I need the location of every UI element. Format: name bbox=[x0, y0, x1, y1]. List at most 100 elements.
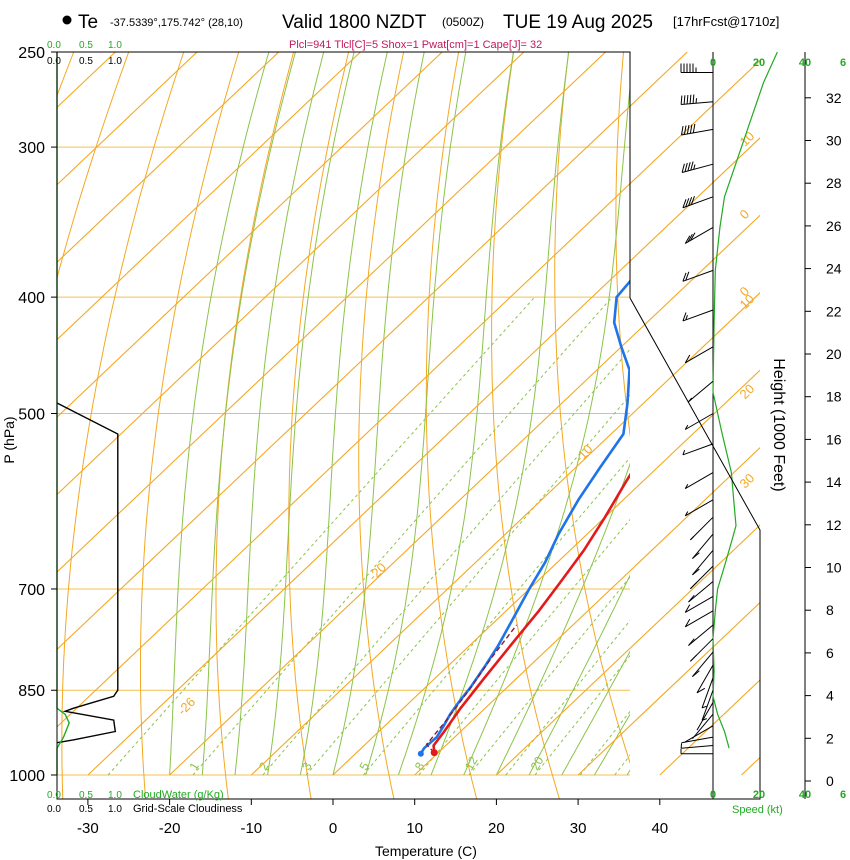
isotherm-label: 0 bbox=[737, 206, 753, 222]
height-tick-label: 14 bbox=[826, 474, 842, 490]
station-marker bbox=[62, 15, 72, 25]
dry-adiabat bbox=[288, 52, 350, 799]
isotherm bbox=[169, 214, 760, 776]
height-tick-label: 28 bbox=[826, 175, 842, 191]
wind-barb bbox=[681, 161, 714, 173]
isotherm bbox=[57, 52, 361, 341]
zulu-time: (0500Z) bbox=[442, 15, 484, 29]
speed-tick-top: 40 bbox=[799, 57, 811, 69]
wind-speed-line bbox=[712, 51, 778, 749]
barb-half bbox=[685, 315, 688, 321]
barb-staff bbox=[681, 101, 714, 105]
sounding-series bbox=[417, 279, 630, 757]
barb-flag bbox=[684, 618, 691, 628]
mixing-ratio-line bbox=[262, 348, 630, 776]
barb-staff bbox=[681, 736, 714, 744]
x-tick-label: -10 bbox=[240, 820, 262, 837]
barb-half bbox=[688, 397, 693, 403]
x-tick-label: 40 bbox=[651, 820, 668, 837]
barb-half bbox=[701, 705, 707, 709]
wind-barb bbox=[682, 443, 714, 456]
moist-adiabat bbox=[299, 52, 388, 776]
wind-barb bbox=[688, 581, 714, 603]
barb-staff bbox=[681, 163, 714, 173]
dry-adiabat bbox=[57, 52, 130, 280]
mixing-ratio-label: 1 bbox=[186, 760, 202, 773]
dry-adiabat bbox=[358, 52, 405, 799]
barb-staff bbox=[688, 624, 714, 646]
barb-staff bbox=[692, 550, 714, 576]
barb-flag bbox=[689, 94, 692, 104]
dry-adiabat bbox=[61, 52, 185, 799]
dry-adiabat bbox=[491, 52, 560, 799]
cloudiness-line bbox=[56, 402, 119, 744]
barb-staff bbox=[696, 664, 714, 694]
wind-panel bbox=[680, 51, 778, 799]
height-tick-label: 4 bbox=[826, 688, 834, 704]
dewpoint-line bbox=[419, 279, 630, 755]
wind-barb bbox=[684, 227, 714, 244]
dry-adiabat bbox=[615, 52, 630, 438]
plot-frame bbox=[56, 51, 761, 800]
isotherm bbox=[250, 292, 760, 776]
wind-barb bbox=[692, 651, 714, 677]
mixing-ratio-label: 12 bbox=[462, 754, 481, 773]
mixing-ratio-line bbox=[418, 518, 630, 776]
barb-flag bbox=[692, 670, 700, 677]
barb-staff bbox=[685, 227, 714, 244]
height-tick-label: 18 bbox=[826, 389, 842, 405]
top-green-tick: 1.0 bbox=[108, 40, 122, 51]
barb-flag bbox=[690, 232, 696, 241]
wind-barb bbox=[682, 309, 714, 322]
barb-staff bbox=[682, 443, 714, 456]
wind-barb bbox=[685, 725, 714, 743]
isotherms bbox=[57, 52, 760, 776]
speed-tick-top: 0 bbox=[710, 57, 716, 69]
barb-flag bbox=[682, 312, 687, 322]
height-tick-label: 16 bbox=[826, 431, 842, 447]
parcel-params: Plcl=941 Tlcl[C]=5 Shox=1 Pwat[cm]=1 Cap… bbox=[289, 39, 542, 51]
mixing-ratio-line bbox=[534, 654, 630, 776]
moist-adiabat bbox=[365, 52, 467, 776]
mixing-ratio-line bbox=[363, 456, 630, 776]
station-name: Te bbox=[78, 12, 98, 33]
wind-barb bbox=[690, 565, 714, 590]
x-tick-label: -30 bbox=[77, 820, 99, 837]
mixing-ratio-label: 20 bbox=[528, 754, 547, 773]
bottom-green-tick: 0.0 bbox=[47, 790, 61, 801]
height-tick-label: 30 bbox=[826, 133, 842, 149]
isotherm-label: 30 bbox=[737, 470, 758, 491]
isotherm-label: -10 bbox=[572, 441, 596, 465]
barb-half bbox=[690, 535, 695, 541]
barb-flag bbox=[684, 162, 688, 172]
wind-barb bbox=[684, 610, 714, 628]
isotherm bbox=[57, 52, 280, 263]
top-black-tick: 0.0 bbox=[47, 56, 61, 67]
barb-flag bbox=[687, 233, 693, 243]
dry-adiabat bbox=[843, 31, 850, 801]
barb-flag bbox=[685, 271, 690, 281]
barb-staff bbox=[682, 196, 714, 209]
moist-adiabat bbox=[332, 52, 425, 776]
barb-staff bbox=[701, 690, 714, 721]
bottom-green-tick: 0.5 bbox=[79, 790, 93, 801]
speed-tick-bottom: 40 bbox=[799, 789, 811, 801]
moist-adiabat bbox=[626, 769, 630, 776]
barb-flag bbox=[684, 235, 691, 244]
wind-barb bbox=[681, 736, 714, 744]
barb-flag bbox=[692, 568, 700, 576]
wind-barb bbox=[701, 677, 714, 709]
barb-flag bbox=[696, 687, 706, 694]
barb-flag bbox=[683, 95, 686, 105]
speed-tick-bottom: 0 bbox=[710, 789, 716, 801]
barb-flag bbox=[690, 654, 698, 662]
barb-staff bbox=[688, 380, 714, 403]
isotherm bbox=[741, 756, 760, 776]
cloud-water-label: CloudWater (g/Kg) bbox=[133, 789, 224, 801]
barb-flag bbox=[689, 124, 693, 134]
wind-barb bbox=[696, 664, 714, 694]
barb-staff bbox=[692, 651, 714, 677]
wind-barb bbox=[701, 690, 714, 721]
isotherm bbox=[57, 52, 198, 186]
wind-barb bbox=[684, 595, 714, 613]
